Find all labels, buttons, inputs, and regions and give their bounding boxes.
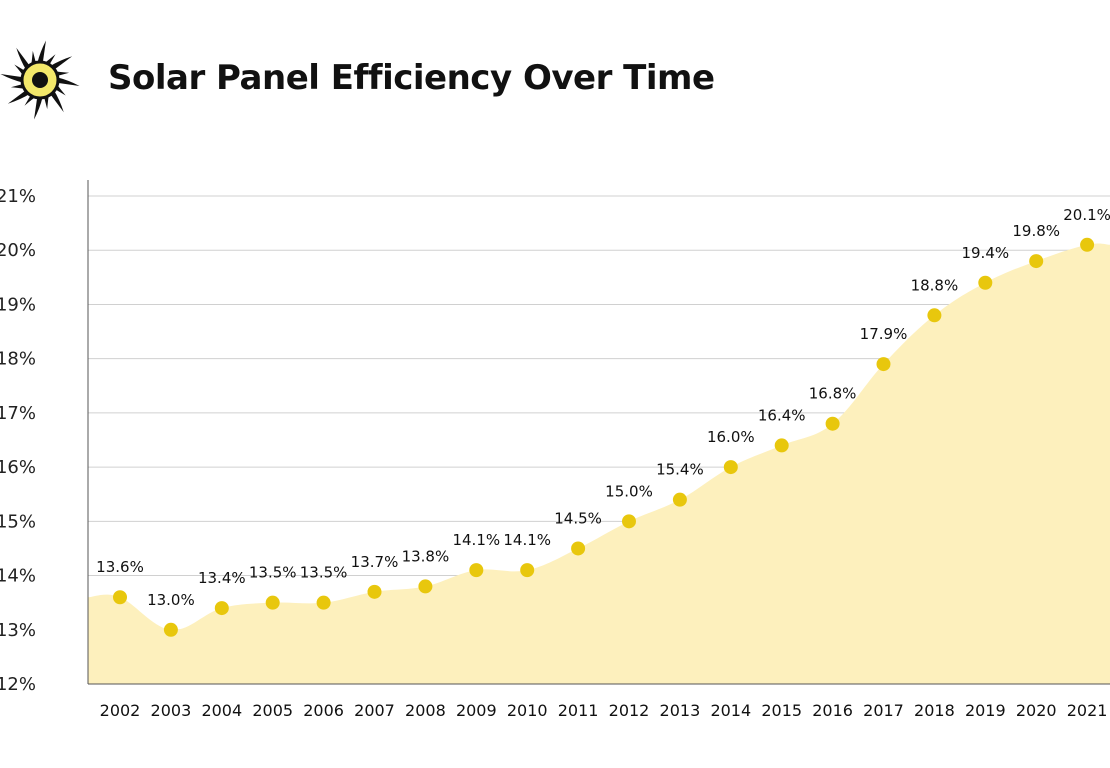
data-point xyxy=(1080,237,1095,252)
y-tick-label: 16% xyxy=(0,457,36,478)
chart-header: Solar Panel Efficiency Over Time xyxy=(0,38,1110,124)
data-point xyxy=(978,275,993,290)
sun-ray xyxy=(49,89,64,113)
data-labels: 13.6%13.0%13.4% 13.5% 13.5%13.7% 13.8%14.1%… xyxy=(96,206,1110,609)
x-tick-label: 2006 xyxy=(303,701,344,720)
data-label: 13.8% xyxy=(402,547,450,565)
data-label: 13.0% xyxy=(147,591,195,609)
sun-ray xyxy=(49,56,73,71)
data-point xyxy=(113,590,127,605)
y-tick-label: 21% xyxy=(0,186,36,207)
x-tick-label: 2014 xyxy=(710,701,751,720)
y-axis-ticks: 12% 13% 14% 15% 16% 17% 18% 19% 20% 21% xyxy=(0,186,36,695)
data-point xyxy=(469,563,484,578)
y-tick-label: 15% xyxy=(0,511,36,532)
chart-title: Solar Panel Efficiency Over Time xyxy=(108,58,715,98)
x-axis-ticks: 2002 2003 2004 2005 2006 2007 2008 2009 2010 2011… xyxy=(100,701,1108,720)
data-point xyxy=(520,563,535,578)
x-tick-label: 2020 xyxy=(1016,701,1057,720)
data-points xyxy=(113,237,1095,637)
sun-ray xyxy=(34,96,43,120)
data-point xyxy=(367,584,382,599)
data-label: 16.4% xyxy=(758,406,806,424)
y-tick-label: 12% xyxy=(0,674,36,695)
x-tick-label: 2009 xyxy=(456,701,497,720)
data-label: 19.8% xyxy=(1012,222,1060,240)
data-label: 17.9% xyxy=(860,325,908,343)
axes xyxy=(87,180,1110,685)
data-label: 14.5% xyxy=(554,509,602,527)
x-tick-label: 2015 xyxy=(761,701,802,720)
data-point xyxy=(876,357,891,372)
data-point xyxy=(163,622,178,637)
x-tick-label: 2021 xyxy=(1067,701,1108,720)
area-fill-layer xyxy=(88,243,1110,685)
data-point xyxy=(672,492,687,507)
sun-ray xyxy=(56,77,80,86)
sun-ray xyxy=(37,40,46,64)
y-tick-label: 20% xyxy=(0,240,36,261)
data-point xyxy=(571,541,586,556)
data-label: 18.8% xyxy=(911,276,959,294)
data-label: 14.1% xyxy=(452,531,500,549)
data-point xyxy=(723,460,738,475)
x-tick-label: 2011 xyxy=(558,701,599,720)
sun-center xyxy=(32,72,48,88)
data-label: 15.0% xyxy=(605,482,653,500)
sun-ray xyxy=(0,74,24,83)
data-label: 13.7% xyxy=(351,553,399,571)
y-tick-label: 19% xyxy=(0,294,36,315)
y-tick-label: 18% xyxy=(0,349,36,370)
area-fill xyxy=(88,243,1110,685)
data-point xyxy=(1029,254,1044,269)
data-label: 15.4% xyxy=(656,461,704,479)
x-tick-label: 2008 xyxy=(405,701,446,720)
y-tick-label: 13% xyxy=(0,620,36,641)
x-tick-label: 2007 xyxy=(354,701,395,720)
data-point xyxy=(927,308,942,323)
x-tick-label: 2003 xyxy=(151,701,192,720)
data-label: 13.5% xyxy=(249,564,297,582)
data-label: 19.4% xyxy=(961,244,1009,262)
data-label: 20.1% xyxy=(1063,206,1110,224)
x-tick-label: 2004 xyxy=(201,701,242,720)
x-tick-label: 2012 xyxy=(609,701,650,720)
data-point xyxy=(418,579,433,594)
sun-icon xyxy=(0,40,80,120)
sun-ray xyxy=(7,89,31,104)
y-tick-label: 14% xyxy=(0,566,36,587)
x-tick-label: 2018 xyxy=(914,701,955,720)
x-tick-label: 2005 xyxy=(252,701,293,720)
data-point xyxy=(774,438,789,453)
data-label: 14.1% xyxy=(503,531,551,549)
x-tick-label: 2016 xyxy=(812,701,853,720)
data-label: 13.6% xyxy=(96,558,144,576)
x-tick-label: 2013 xyxy=(660,701,701,720)
data-point xyxy=(622,514,636,529)
data-point xyxy=(316,595,331,610)
sun-ray xyxy=(16,47,31,71)
x-tick-label: 2017 xyxy=(863,701,904,720)
y-tick-label: 17% xyxy=(0,403,36,424)
x-tick-label: 2002 xyxy=(100,701,141,720)
x-tick-label: 2010 xyxy=(507,701,548,720)
data-point xyxy=(825,416,840,431)
data-label: 16.0% xyxy=(707,428,755,446)
data-point xyxy=(214,601,229,616)
data-label: 13.5% xyxy=(300,564,348,582)
data-label: 16.8% xyxy=(809,385,857,403)
data-point xyxy=(265,595,280,610)
data-label: 13.4% xyxy=(198,569,246,587)
x-tick-label: 2019 xyxy=(965,701,1006,720)
